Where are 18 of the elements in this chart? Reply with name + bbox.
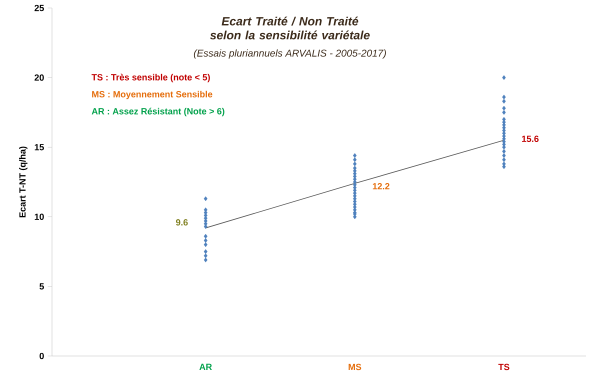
annotation: 15.6 xyxy=(522,136,539,142)
x-tick-label: AR xyxy=(199,364,212,370)
y-axis-title: Ecart T-NT (q/ha) xyxy=(19,146,28,218)
x-tick-label: TS xyxy=(498,364,510,370)
annotation: MS : Moyennement Sensible xyxy=(92,90,212,100)
y-tick-label: 20 xyxy=(34,74,44,81)
y-tick-label: 25 xyxy=(34,4,44,12)
y-tick-label: 10 xyxy=(34,214,44,220)
annotation: AR : Assez Résistant (Note > 6) xyxy=(92,108,224,116)
y-tick-label: 5 xyxy=(40,283,44,290)
y-tick-label: 15 xyxy=(34,144,44,150)
x-tick-label: MS xyxy=(348,364,362,370)
text: (Essais pluriannuels ARVALIS - 2005-2017) xyxy=(194,49,386,59)
annotation: 12.2 xyxy=(372,183,390,190)
annotation: 9.6 xyxy=(176,219,188,226)
y-tick-label: 0 xyxy=(40,352,44,360)
annotation: TS : Très sensible (note < 5) xyxy=(92,74,210,82)
text: Ecart Traité / Non Traité selon la sensibilité variétale xyxy=(210,16,370,40)
